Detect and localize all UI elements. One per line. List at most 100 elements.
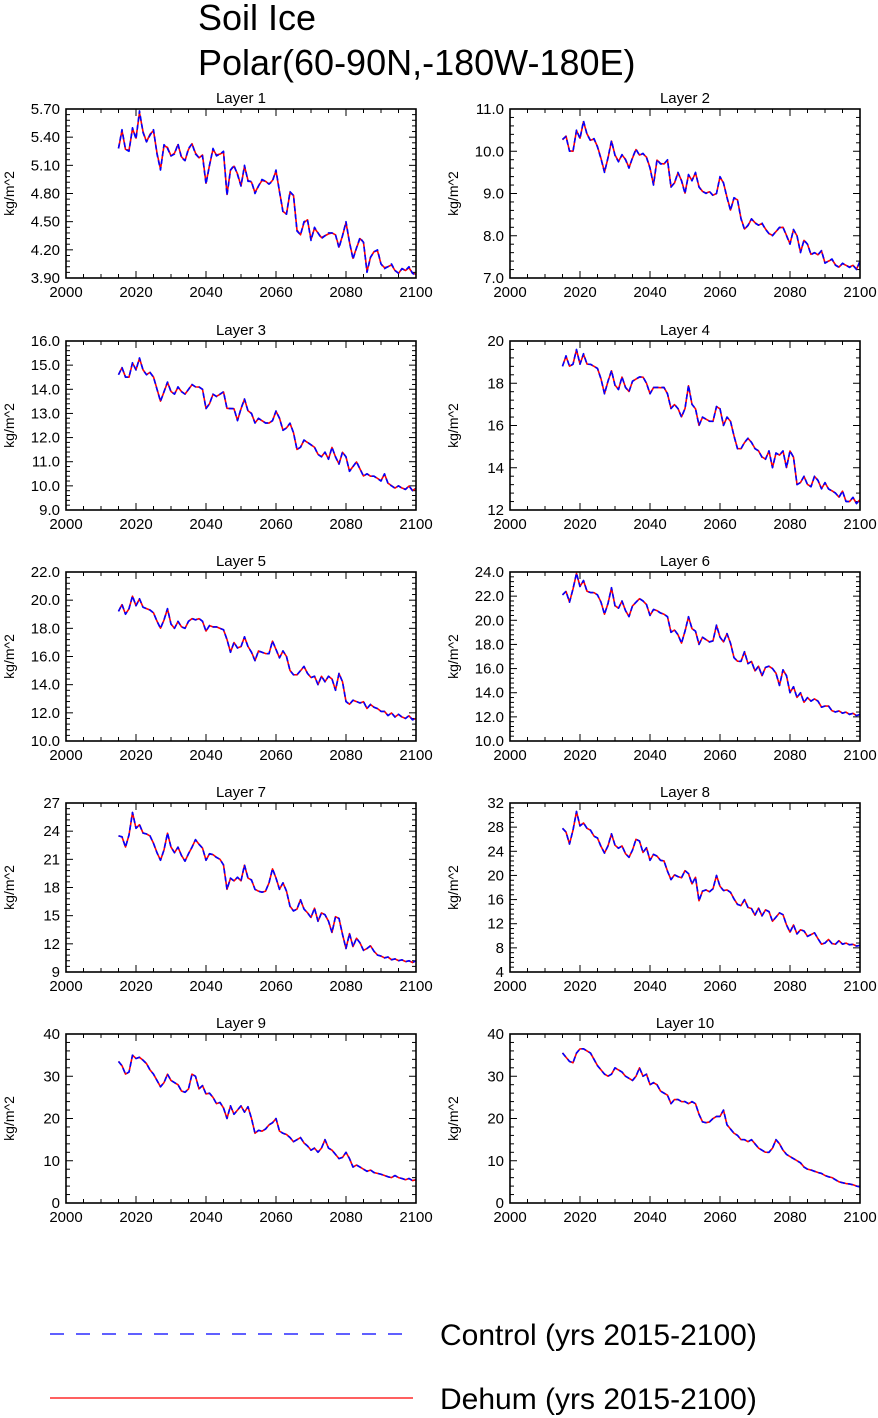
x-tick-label: 2040 [633,1209,666,1226]
y-tick-label: 9.0 [39,502,60,519]
y-tick-label: 0 [496,1195,504,1212]
y-tick-label: 16.0 [475,661,504,678]
x-tick-label: 2060 [703,978,736,995]
y-tick-label: 10.0 [475,143,504,160]
series-line-control [561,810,861,947]
panel-layer-8: Layer 8 kg/m^2 2000 2020 2040 2060 2080 2100 4 8 1… [445,784,877,995]
x-tick-label: 2020 [119,516,152,533]
x-tick-label: 2040 [633,516,666,533]
y-tick-label: 12.0 [31,430,60,447]
x-tick-label: 2100 [399,978,432,995]
y-tick-label: 24.0 [475,564,504,581]
y-tick-label: 20 [43,1111,60,1128]
x-tick-label: 2100 [399,284,432,301]
y-tick-label: 24 [43,823,60,840]
x-tick-label: 2000 [493,284,526,301]
x-tick-label: 2100 [399,1209,432,1226]
y-tick-label: 4.50 [31,214,60,231]
y-tick-label: 9 [52,964,60,981]
x-tick-label: 2000 [493,978,526,995]
y-tick-label: 11.0 [476,101,504,118]
x-tick-label: 2060 [259,747,292,764]
x-tick-label: 2040 [189,516,222,533]
series-line-dehum [561,810,861,947]
figure-title-line-2: Polar(60-90N,-180W-180E) [198,42,636,83]
x-tick-label: 2020 [119,978,152,995]
series-line-control [117,357,417,492]
y-tick-label: 9.0 [483,186,504,203]
panel-layer-5: Layer 5 kg/m^2 2000 2020 2040 2060 2080 2100 10.… [1,553,433,764]
y-tick-label: 20 [487,867,504,884]
y-tick-label: 22.0 [475,588,504,605]
y-axis-label: kg/m^2 [1,1096,17,1141]
y-tick-label: 20 [487,333,504,350]
x-tick-label: 2060 [703,284,736,301]
legend-entry-control: Control (yrs 2015-2100) [50,1319,757,1352]
panel-title: Layer 10 [656,1015,714,1032]
y-axis-label: kg/m^2 [445,171,461,216]
y-axis-label: kg/m^2 [1,634,17,679]
x-tick-label: 2060 [259,978,292,995]
y-tick-label: 8.0 [483,228,504,245]
x-tick-label: 2020 [563,1209,596,1226]
panel-title: Layer 3 [216,322,266,339]
panel-title: Layer 2 [660,90,710,107]
y-tick-label: 16.0 [31,333,60,350]
y-tick-label: 27 [43,795,60,812]
panel-title: Layer 9 [216,1015,266,1032]
y-axis-label: kg/m^2 [1,171,17,216]
y-tick-label: 20 [487,1111,504,1128]
panel-title: Layer 7 [216,784,266,801]
y-tick-label: 30 [43,1068,60,1085]
panel-layer-6: Layer 6 kg/m^2 2000 2020 2040 2060 2080 2100 10.… [445,553,877,764]
y-tick-label: 40 [43,1026,60,1043]
legend-entry-dehum: Dehum (yrs 2015-2100) [50,1383,757,1416]
x-tick-label: 2020 [563,978,596,995]
plot-frame [65,802,417,973]
x-tick-label: 2040 [189,284,222,301]
x-tick-label: 2060 [703,747,736,764]
y-tick-label: 12 [487,502,504,519]
y-tick-label: 32 [487,795,504,812]
plot-frame [65,571,417,742]
series-line-control [561,348,861,505]
y-tick-label: 20.0 [31,592,60,609]
y-tick-label: 21 [43,851,60,868]
series-line-dehum [561,349,861,505]
x-tick-label: 2100 [843,284,876,301]
y-tick-label: 22.0 [31,564,60,581]
series-line-control [118,811,417,964]
x-tick-label: 2000 [493,747,526,764]
x-tick-label: 2040 [189,1209,222,1226]
series-line-dehum [117,111,417,276]
y-tick-label: 40 [487,1026,504,1043]
x-tick-label: 2000 [49,978,82,995]
y-tick-label: 24 [487,843,504,860]
panel-layer-1: Layer 1 kg/m^2 2000 2020 2040 2060 2080 2100 3.9… [1,90,433,301]
x-tick-label: 2000 [49,284,82,301]
series-line-control [117,110,417,276]
x-tick-label: 2060 [259,516,292,533]
y-tick-label: 14.0 [475,685,504,702]
plot-frame [65,340,417,511]
panel-layer-4: Layer 4 kg/m^2 2000 2020 2040 2060 2080 2100 12 1… [445,322,877,533]
y-tick-label: 12.0 [475,709,504,726]
y-tick-label: 18 [43,880,60,897]
x-tick-label: 2000 [493,1209,526,1226]
y-axis-label: kg/m^2 [1,865,17,910]
panel-title: Layer 4 [660,322,710,339]
panel-title: Layer 6 [660,553,710,570]
x-tick-label: 2040 [633,284,666,301]
panel-title: Layer 8 [660,784,710,801]
panel-title: Layer 5 [216,553,266,570]
series-line-dehum [561,572,861,717]
x-tick-label: 2020 [119,747,152,764]
y-tick-label: 5.10 [31,157,60,174]
x-tick-label: 2080 [329,747,362,764]
x-tick-label: 2020 [563,284,596,301]
x-tick-label: 2080 [773,978,806,995]
x-tick-label: 2040 [633,747,666,764]
plot-frame [509,802,861,973]
y-tick-label: 11.0 [32,454,60,471]
